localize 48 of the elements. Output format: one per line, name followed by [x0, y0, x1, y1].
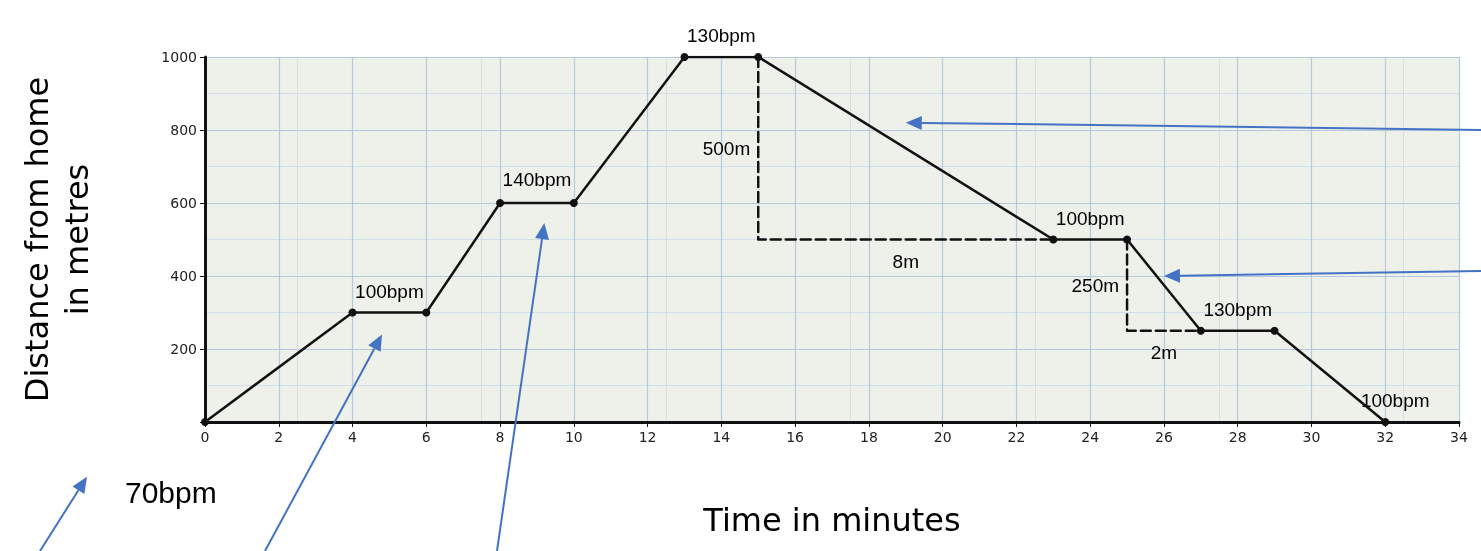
y-tick-label: 800	[170, 122, 197, 138]
point	[201, 418, 209, 426]
y-axis-title: Distance from home in metres	[18, 76, 96, 403]
x-tick-label: 6	[421, 429, 431, 445]
annotation: 100bpm	[355, 280, 424, 302]
y-tick-label: 600	[170, 195, 197, 211]
x-tick-label: 0	[200, 429, 210, 445]
annotation: 8m	[892, 251, 919, 272]
annotation: 250m	[1071, 274, 1120, 296]
x-tick-label: 28	[1228, 429, 1247, 445]
x-tick-label: 18	[859, 429, 878, 445]
x-tick-label: 22	[1007, 429, 1026, 445]
y-tick-label: 400	[170, 268, 197, 284]
point	[1049, 235, 1058, 244]
x-tick-label: 4	[348, 429, 358, 445]
x-tick-label: 12	[638, 429, 657, 445]
point	[1196, 326, 1205, 335]
annotation: 130bpm	[687, 25, 756, 46]
x-tick-label: 24	[1081, 429, 1100, 445]
x-tick-label: 16	[786, 429, 805, 445]
x-tick-label: 26	[1155, 429, 1173, 445]
x-tick-label: 10	[564, 429, 583, 445]
annotation: 100bpm	[1055, 207, 1125, 229]
point	[422, 308, 431, 317]
annotation: 100bpm	[1360, 390, 1430, 411]
y-tick-label: 1000	[161, 49, 197, 65]
point	[680, 53, 689, 61]
x-tick-label: 30	[1302, 429, 1321, 445]
annotation: 70bpm	[125, 475, 217, 509]
point	[569, 199, 578, 207]
point	[348, 308, 357, 317]
annotation: 500m	[702, 137, 751, 159]
point	[1270, 326, 1279, 335]
y-tick-label: 200	[170, 341, 197, 357]
x-tick-label: 2	[274, 429, 284, 445]
x-tick-label: 32	[1376, 429, 1395, 445]
annotation: 130bpm	[1203, 298, 1273, 320]
point	[496, 199, 505, 207]
point	[754, 53, 763, 61]
annotation: 140bpm	[502, 169, 572, 190]
x-tick-label: 20	[933, 429, 952, 445]
point	[1381, 418, 1390, 426]
x-axis-title: Time in minutes	[702, 501, 961, 539]
x-tick-label: 14	[712, 429, 731, 445]
point	[1123, 235, 1132, 244]
x-tick-label: 34	[1450, 429, 1468, 445]
annotation: 2m	[1150, 342, 1178, 364]
x-tick-label: 8	[495, 429, 505, 445]
